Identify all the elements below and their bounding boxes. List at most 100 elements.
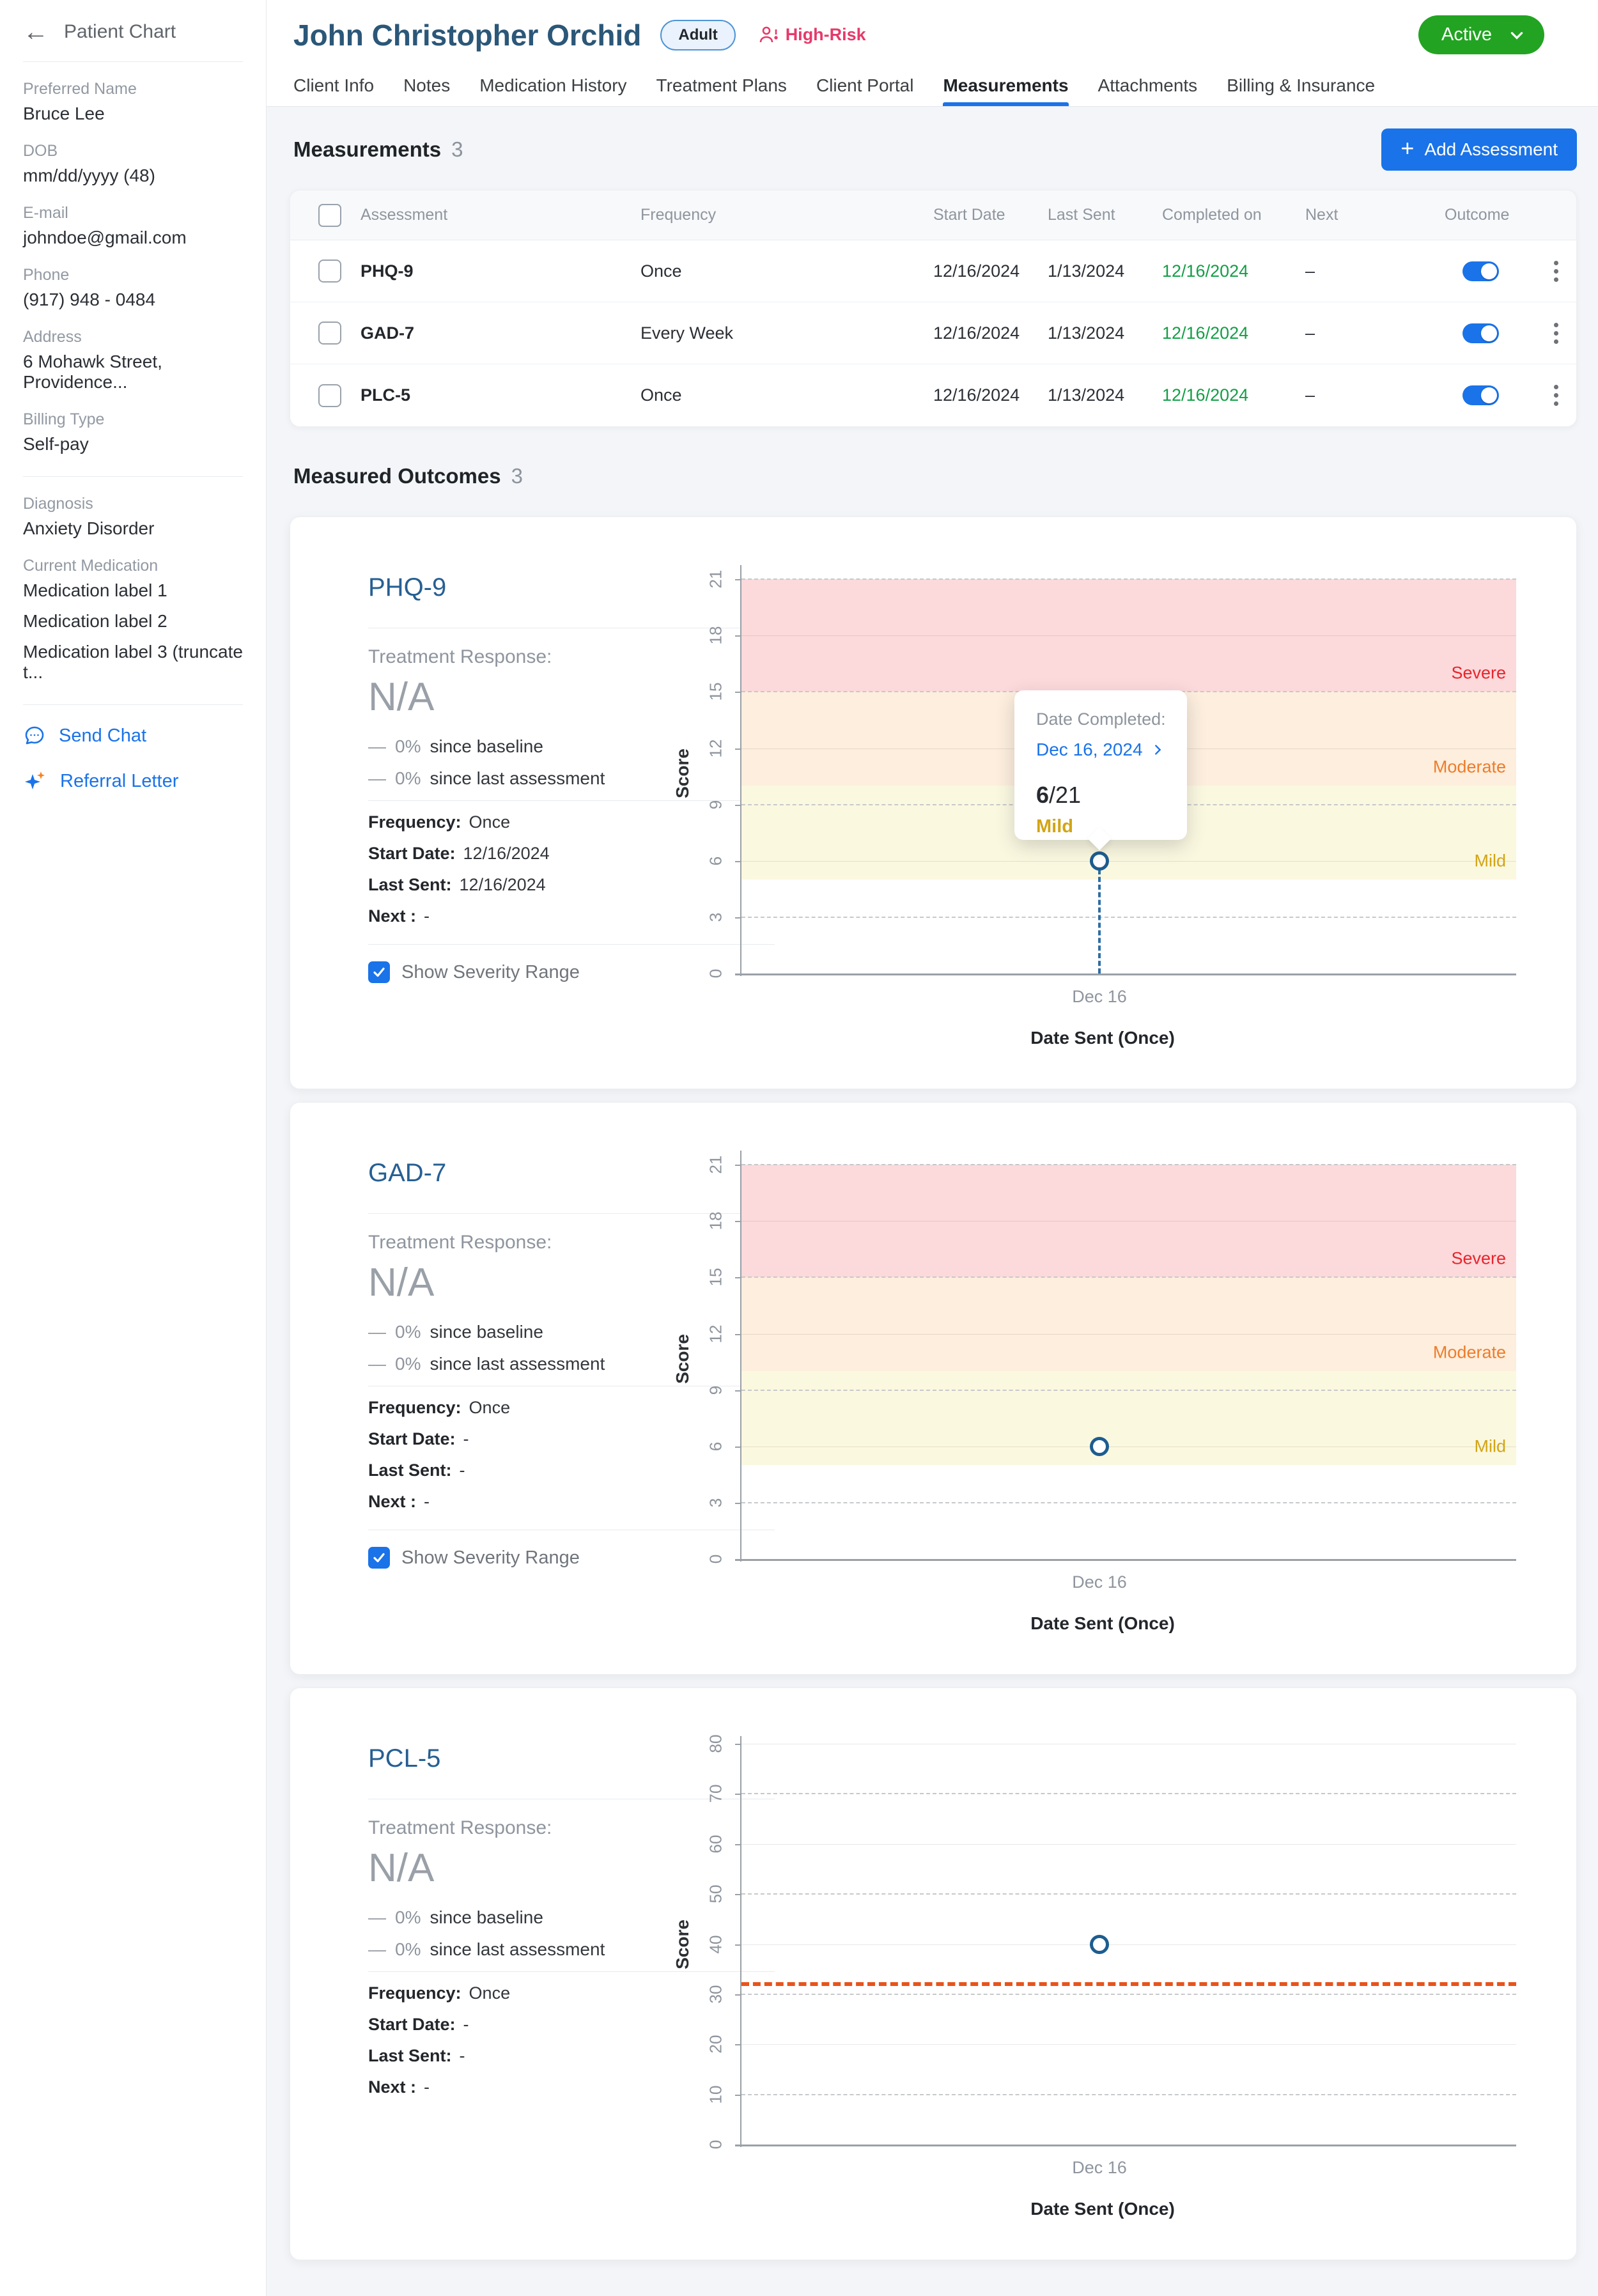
show-severity-checkbox[interactable]: Show Severity Range (368, 961, 775, 983)
table-row: PHQ-9 Once 12/16/2024 1/13/2024 12/16/20… (290, 240, 1576, 302)
y-tick-mark (735, 860, 740, 862)
delta-list: —0% since baseline —0% since last assessmen… (368, 1907, 775, 1960)
tab-treatment-plans[interactable]: Treatment Plans (656, 75, 787, 95)
kebab-menu-icon[interactable] (1553, 385, 1558, 406)
row-checkbox[interactable] (318, 384, 341, 407)
sidebar-actions: Send Chat Referral Letter (0, 705, 266, 834)
tab-measurements[interactable]: Measurements (943, 75, 1069, 106)
add-assessment-button[interactable]: + Add Assessment (1381, 128, 1577, 171)
outcome-toggle[interactable] (1462, 323, 1499, 343)
outcome-card-title: PHQ-9 (368, 573, 447, 601)
y-tick-mark (735, 1944, 740, 1946)
delta-row: —0% since last assessment (368, 768, 605, 788)
y-tick-label: 20 (706, 2035, 725, 2054)
tab-bar: Client Info Notes Medication History Treatm… (267, 75, 1375, 106)
measurements-table: Assessment Frequency Start Date Last Sen… (290, 190, 1577, 427)
select-all-checkbox[interactable] (318, 203, 341, 227)
tab-notes[interactable]: Notes (403, 75, 451, 95)
row-checkbox[interactable] (318, 260, 341, 283)
gridline-dashed (741, 1993, 1516, 1995)
meta-row: Frequency: Once (368, 812, 511, 832)
severity-band-severe (741, 1165, 1516, 1278)
severity-label-mild: Mild (1474, 851, 1506, 871)
score-chart: Severe Moderate Mild 0 3 6 9 12 15 18 21 Score Dec 1… (672, 565, 1516, 1048)
y-tick-label: 18 (706, 1211, 725, 1230)
referral-letter-link[interactable]: Referral Letter (23, 769, 243, 793)
x-axis (735, 1559, 1516, 1561)
data-point[interactable] (1090, 1934, 1109, 1954)
table-row: PLC-5 Once 12/16/2024 1/13/2024 12/16/20… (290, 364, 1576, 426)
delta-row: —0% since baseline (368, 1907, 543, 1927)
meta-row: Next :- (368, 906, 430, 926)
patient-sidebar: ← Patient Chart Preferred Name Bruce Lee D… (0, 0, 267, 2296)
y-tick-label: 21 (706, 570, 725, 589)
sidebar-clinical: Diagnosis Anxiety Disorder Current Medicat… (0, 477, 266, 704)
show-severity-checkbox[interactable]: Show Severity Range (368, 1547, 775, 1569)
sidebar-field: Billing Type Self-pay (23, 410, 243, 454)
sidebar-field: Diagnosis Anxiety Disorder (23, 495, 243, 539)
y-tick-label: 70 (706, 1784, 725, 1803)
y-tick-mark (735, 748, 740, 750)
tooltip-date-link[interactable]: Dec 16, 2024 (1036, 740, 1187, 760)
status-dropdown[interactable]: Active (1418, 15, 1544, 54)
back-arrow-icon[interactable]: ← (23, 18, 49, 46)
y-axis (740, 1736, 741, 2147)
row-checkbox[interactable] (318, 322, 341, 345)
y-tick-label: 6 (706, 1441, 725, 1452)
tab-medication-history[interactable]: Medication History (479, 75, 627, 95)
tab-attachments[interactable]: Attachments (1098, 75, 1198, 95)
y-tick-mark (735, 804, 740, 806)
sidebar-title: Patient Chart (64, 21, 176, 42)
y-tick-label: 60 (706, 1834, 725, 1854)
gridline (741, 860, 1516, 862)
y-tick-label: 15 (706, 683, 725, 701)
tab-client-portal[interactable]: Client Portal (816, 75, 914, 95)
data-point[interactable] (1090, 851, 1109, 871)
gridline-dashed (741, 1164, 1516, 1166)
outcome-toggle[interactable] (1462, 261, 1499, 281)
col-frequency: Frequency (640, 206, 717, 224)
checkbox-checked-icon (368, 1547, 390, 1569)
table-header-row: Assessment Frequency Start Date Last Sen… (290, 190, 1576, 240)
y-tick-mark (735, 579, 740, 581)
divider (23, 476, 243, 477)
gridline-dashed (741, 1501, 1516, 1503)
kebab-menu-icon[interactable] (1553, 322, 1558, 344)
x-axis-title: Date Sent (Once) (1030, 2199, 1175, 2219)
y-tick-mark (735, 1894, 740, 1896)
measurements-count: 3 (451, 137, 463, 161)
y-axis (740, 1151, 741, 1562)
tooltip-date-completed-label: Date Completed: (1036, 709, 1166, 729)
y-tick-label: 3 (706, 1498, 725, 1508)
y-tick-mark (735, 1994, 740, 1996)
treatment-response-label: Treatment Response: (368, 1232, 552, 1253)
y-tick-label: 18 (706, 626, 725, 645)
y-tick-mark (735, 2145, 740, 2146)
send-chat-link[interactable]: Send Chat (23, 724, 243, 747)
y-tick-label: 0 (706, 1554, 725, 1564)
outcome-toggle[interactable] (1462, 385, 1499, 405)
data-point[interactable] (1090, 1436, 1109, 1456)
sidebar-field: Preferred Name Bruce Lee (23, 80, 243, 124)
meta-row: Next :- (368, 2077, 430, 2097)
delta-row: —0% since baseline (368, 736, 543, 756)
y-tick-mark (735, 635, 740, 637)
y-tick-label: 80 (706, 1734, 725, 1753)
gridline (741, 1843, 1516, 1845)
y-tick-mark (735, 1502, 740, 1504)
gridline-dashed (741, 1389, 1516, 1391)
checkbox-checked-icon (368, 961, 390, 983)
field-label: E-mail (23, 204, 68, 222)
y-tick-mark (735, 1446, 740, 1448)
divider (368, 1213, 775, 1214)
y-tick-label: 0 (706, 968, 725, 979)
tab-client-info[interactable]: Client Info (293, 75, 375, 95)
col-start-date: Start Date (933, 206, 1005, 224)
col-assessment: Assessment (361, 206, 448, 224)
row-start-date: 12/16/2024 (933, 385, 1020, 405)
meta-row: Last Sent: - (368, 1461, 465, 1480)
tab-billing-insurance[interactable]: Billing & Insurance (1227, 75, 1376, 95)
score-chart: Severe Moderate Mild 0 3 6 9 12 15 18 21 Score Dec 1… (672, 1151, 1516, 1633)
treatment-response-label: Treatment Response: (368, 646, 552, 667)
kebab-menu-icon[interactable] (1553, 260, 1558, 282)
